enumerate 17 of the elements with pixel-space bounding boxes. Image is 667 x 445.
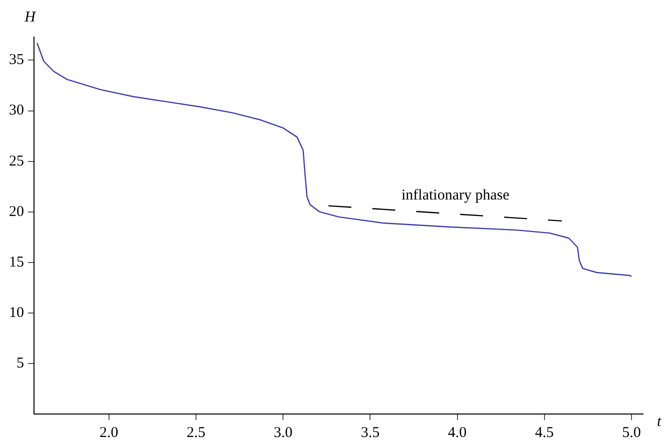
y-tick-label: 30 [9, 102, 24, 119]
y-tick-label: 10 [9, 304, 24, 321]
y-tick-label: 5 [16, 355, 24, 372]
x-tick-label: 3.0 [274, 424, 292, 441]
x-axis-title: t [657, 414, 662, 430]
y-tick-label: 15 [9, 254, 24, 270]
y-tick-label: 35 [9, 52, 24, 68]
x-tick-label: 5.0 [622, 424, 641, 441]
x-tick-label: 4.5 [535, 424, 554, 441]
x-tick-label: 3.5 [360, 424, 380, 441]
annotation: inflationary phase [401, 187, 510, 204]
y-tick-label: 20 [9, 204, 24, 220]
y-tick-label: 25 [9, 153, 24, 170]
x-tick-label: 2.5 [186, 424, 206, 441]
y-axis-title: H [24, 9, 37, 26]
x-tick-label: 2.0 [100, 424, 118, 441]
x-tick-label: 4.0 [448, 424, 467, 441]
